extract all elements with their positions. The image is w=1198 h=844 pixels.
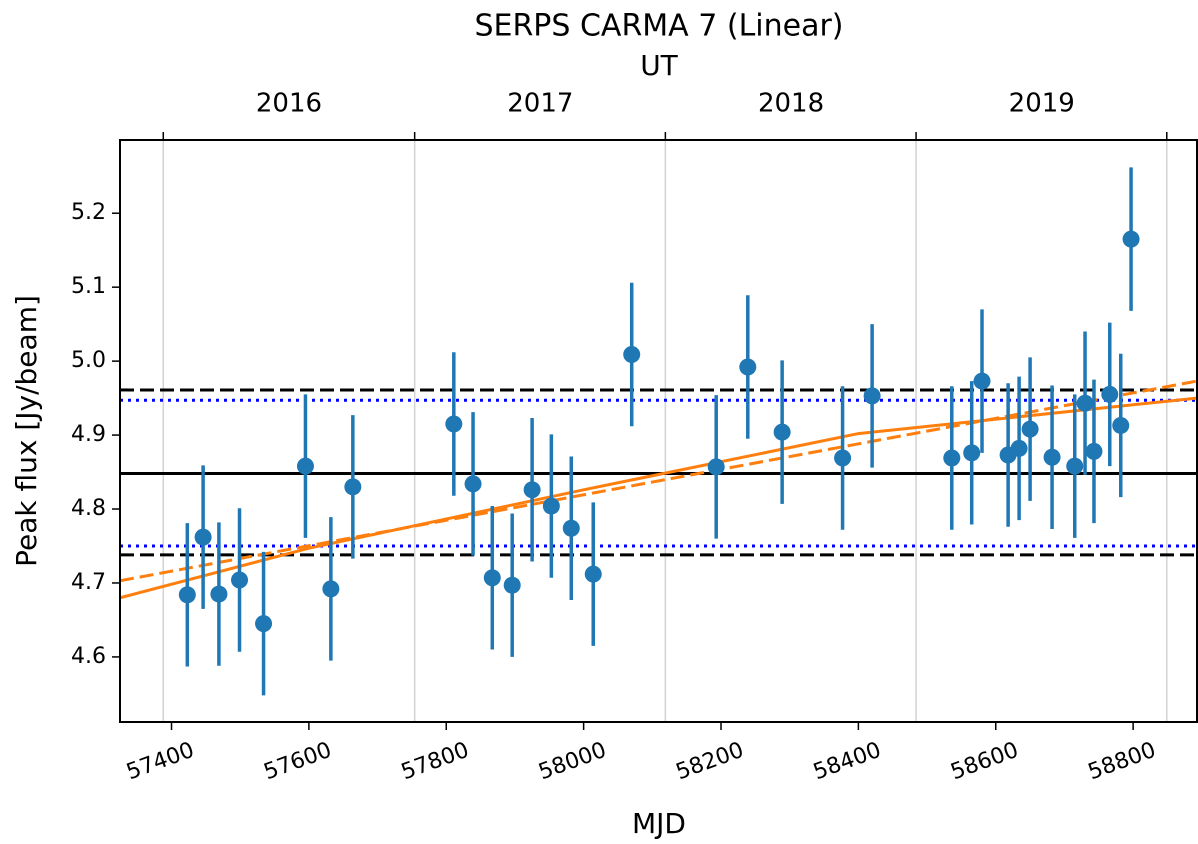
x-tick-label: 58800 bbox=[1085, 738, 1159, 785]
data-point bbox=[464, 475, 482, 493]
data-point bbox=[739, 358, 757, 376]
x-tick-label: 58200 bbox=[673, 738, 747, 785]
data-point bbox=[503, 576, 521, 594]
data-point bbox=[445, 415, 463, 433]
data-point bbox=[1122, 230, 1140, 248]
data-point bbox=[255, 615, 273, 633]
top-tick-label: 2017 bbox=[507, 89, 573, 119]
data-point bbox=[231, 571, 249, 589]
y-tick-label: 5.0 bbox=[71, 348, 106, 373]
data-point bbox=[344, 478, 362, 496]
data-point bbox=[1112, 416, 1130, 434]
data-point bbox=[1101, 385, 1119, 403]
data-point bbox=[973, 372, 991, 390]
data-point bbox=[943, 449, 961, 467]
top-tick-label: 2019 bbox=[1009, 89, 1075, 119]
data-point bbox=[1043, 448, 1061, 466]
data-point bbox=[707, 458, 725, 476]
y-tick-label: 4.9 bbox=[71, 422, 106, 447]
x-tick-label: 57600 bbox=[261, 738, 335, 785]
data-point bbox=[562, 519, 580, 537]
x-axis-label: MJD bbox=[632, 807, 686, 840]
data-point bbox=[523, 481, 541, 499]
y-tick-label: 4.8 bbox=[71, 496, 106, 521]
data-point bbox=[194, 528, 212, 546]
data-point bbox=[863, 387, 881, 405]
data-point bbox=[210, 585, 228, 603]
data-point bbox=[1085, 442, 1103, 460]
fit-line bbox=[119, 379, 1198, 583]
x-tick-label: 58000 bbox=[535, 738, 609, 785]
data-point bbox=[296, 457, 314, 475]
top-axis-label: UT bbox=[640, 49, 678, 82]
y-tick-label: 5.2 bbox=[71, 200, 106, 225]
data-point bbox=[623, 345, 641, 363]
x-tick-label: 57800 bbox=[398, 738, 472, 785]
x-tick-label: 58400 bbox=[810, 738, 884, 785]
x-tick-label: 57400 bbox=[123, 738, 197, 785]
data-point bbox=[834, 449, 852, 467]
y-tick-label: 5.1 bbox=[71, 274, 106, 299]
data-point bbox=[322, 580, 340, 598]
data-point bbox=[1066, 457, 1084, 475]
data-point bbox=[178, 586, 196, 604]
data-point bbox=[483, 569, 501, 587]
top-tick-label: 2016 bbox=[256, 89, 322, 119]
data-point bbox=[584, 565, 602, 583]
x-tick-label: 58600 bbox=[948, 738, 1022, 785]
data-point bbox=[1010, 439, 1028, 457]
plot-frame bbox=[119, 139, 1198, 723]
data-point bbox=[963, 444, 981, 462]
top-tick-label: 2018 bbox=[758, 89, 824, 119]
y-tick-label: 4.6 bbox=[71, 644, 106, 669]
y-tick-label: 4.7 bbox=[71, 570, 106, 595]
data-point bbox=[1076, 394, 1094, 412]
chart-title: SERPS CARMA 7 (Linear) bbox=[474, 9, 843, 44]
data-point bbox=[1021, 420, 1039, 438]
data-point bbox=[773, 423, 791, 441]
y-axis-label: Peak flux [Jy/beam] bbox=[10, 295, 43, 567]
data-point bbox=[542, 497, 560, 515]
